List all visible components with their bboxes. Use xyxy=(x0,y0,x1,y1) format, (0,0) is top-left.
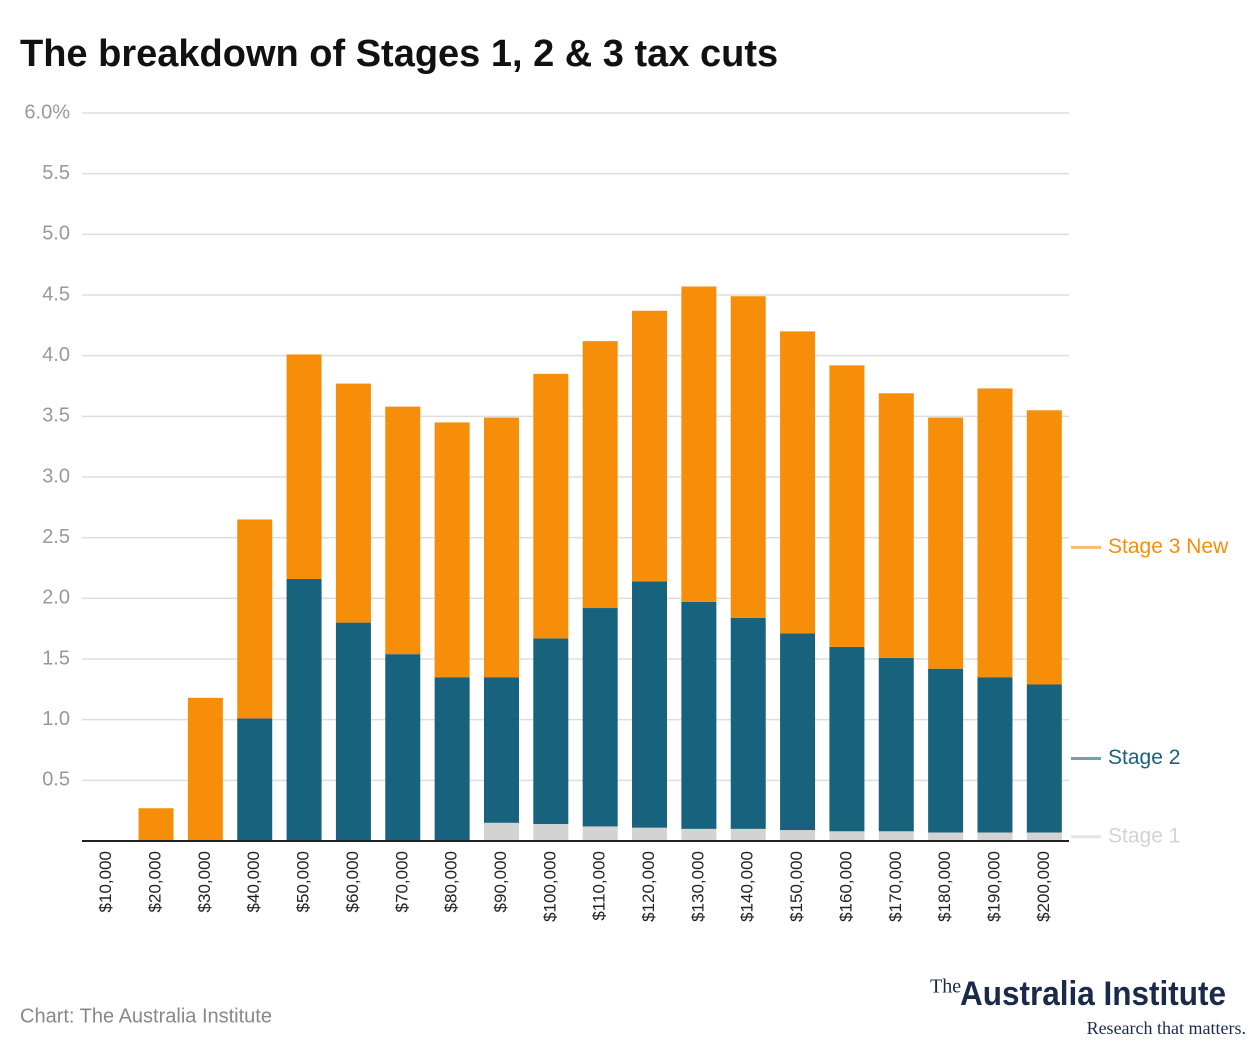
bar-segment xyxy=(385,654,421,841)
bar-segment xyxy=(1026,684,1062,833)
y-tick-label: 1.0 xyxy=(42,708,70,730)
x-tick-label: $190,000 xyxy=(984,851,1003,922)
bar-segment xyxy=(928,668,964,833)
bar-segment xyxy=(977,832,1013,841)
x-tick-label: $150,000 xyxy=(787,851,806,922)
bar-segment xyxy=(582,341,618,609)
x-tick-label: $50,000 xyxy=(294,851,313,912)
bar-segment xyxy=(434,677,470,841)
bar-segment xyxy=(434,422,470,678)
bar-segment xyxy=(187,697,223,841)
x-tick-label: $110,000 xyxy=(590,851,609,921)
bar-segment xyxy=(928,417,964,669)
bar-segment xyxy=(237,519,273,719)
y-tick-label: 3.0 xyxy=(42,465,70,487)
bar-segment xyxy=(829,646,865,832)
bar-segment xyxy=(138,808,174,841)
x-tick-label: $80,000 xyxy=(442,851,461,912)
bar-segment xyxy=(730,828,766,841)
x-tick-label: $10,000 xyxy=(96,851,115,912)
bar-segment xyxy=(483,677,519,823)
bar-segment xyxy=(829,365,865,647)
bar-segment xyxy=(730,617,766,829)
bar-segment xyxy=(533,638,569,825)
legend-label: Stage 2 xyxy=(1108,746,1180,769)
bar-segment xyxy=(878,831,914,841)
bar-segment xyxy=(681,601,717,829)
legend-label: Stage 1 xyxy=(1108,824,1180,847)
bar-segment xyxy=(483,417,519,678)
bar-segment xyxy=(237,718,273,841)
x-tick-label: $100,000 xyxy=(540,851,559,922)
bar-segment xyxy=(780,633,816,831)
bar-segment xyxy=(878,657,914,832)
x-tick-label: $70,000 xyxy=(392,851,411,912)
bar-segment xyxy=(533,824,569,841)
bar-segment xyxy=(582,608,618,827)
bar-segment xyxy=(582,826,618,841)
bar-segment xyxy=(1026,832,1062,841)
bar-segment xyxy=(1026,410,1062,685)
bar-segment xyxy=(780,331,816,634)
bar-segment xyxy=(977,388,1013,678)
bar-segment xyxy=(928,832,964,841)
source: Chart: The Australia Institute xyxy=(20,1005,272,1027)
logo-name: Australia Institute xyxy=(960,975,1226,1013)
bar-segment xyxy=(335,383,371,623)
y-tick-label: 4.0 xyxy=(42,344,70,366)
bar-segment xyxy=(730,296,766,618)
y-tick-label: 2.5 xyxy=(42,526,70,548)
bar-segment xyxy=(632,310,668,582)
bar-segment xyxy=(483,822,519,841)
y-tick-label: 2.0 xyxy=(42,587,70,609)
bar-segment xyxy=(385,406,421,655)
y-tick-label: 1.5 xyxy=(42,647,70,669)
bar-segment xyxy=(632,581,668,828)
y-tick-label: 5.5 xyxy=(42,162,70,184)
bar-segment xyxy=(681,828,717,841)
bar-segment xyxy=(780,830,816,841)
legend-label: Stage 3 New xyxy=(1108,535,1229,558)
y-tick-label: 4.5 xyxy=(42,283,70,305)
x-tick-label: $200,000 xyxy=(1034,851,1053,922)
x-tick-label: $170,000 xyxy=(886,851,905,922)
x-tick-label: $120,000 xyxy=(639,851,658,922)
y-tick-label: 0.5 xyxy=(42,769,70,791)
bar-segment xyxy=(335,622,371,841)
bar-segment xyxy=(286,354,322,579)
x-tick-label: $160,000 xyxy=(836,851,855,922)
bar-segment xyxy=(829,831,865,841)
x-tick-label: $60,000 xyxy=(343,851,362,912)
y-tick-label: 6.0% xyxy=(24,101,70,123)
logo-prefix: The xyxy=(930,976,961,998)
logo-tagline: Research that matters. xyxy=(1087,1018,1246,1038)
x-tick-label: $180,000 xyxy=(935,851,954,922)
bar-segment xyxy=(533,373,569,639)
bar-segment xyxy=(878,393,914,658)
x-tick-label: $130,000 xyxy=(688,851,707,922)
bar-segment xyxy=(681,286,717,602)
bar-segment xyxy=(977,677,1013,833)
x-tick-label: $30,000 xyxy=(195,851,214,912)
x-tick-label: $140,000 xyxy=(738,851,757,922)
x-tick-label: $20,000 xyxy=(146,851,165,912)
y-tick-label: 5.0 xyxy=(42,223,70,245)
chart-title: The breakdown of Stages 1, 2 & 3 tax cut… xyxy=(20,33,778,75)
x-tick-label: $40,000 xyxy=(244,851,263,912)
bar-segment xyxy=(632,827,668,841)
x-tick-label: $90,000 xyxy=(491,851,510,912)
y-tick-label: 3.5 xyxy=(42,405,70,427)
bar-segment xyxy=(286,578,322,841)
